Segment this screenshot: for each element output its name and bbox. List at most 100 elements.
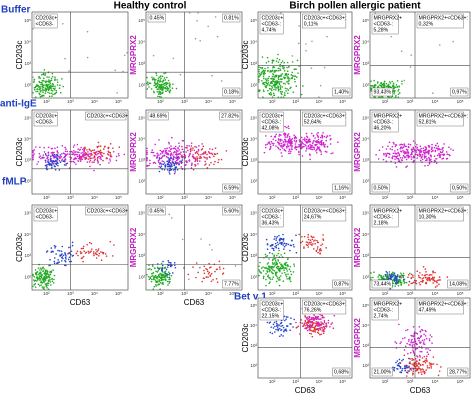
event-dot (385, 82, 388, 85)
event-dot (265, 84, 268, 87)
event-dot (171, 87, 174, 90)
event-dot (370, 279, 372, 281)
event-dot (269, 84, 271, 87)
event-dot (274, 235, 276, 238)
event-dot (312, 322, 315, 324)
quadrant-label: MRGPRX2+<CD63+: (419, 208, 468, 214)
quadrant-label: 46,20% (374, 125, 392, 131)
event-dot (406, 328, 409, 331)
y-tick-label: 10² (250, 82, 257, 87)
event-dot (203, 269, 205, 272)
event-dot (209, 152, 211, 155)
event-dot (405, 166, 407, 168)
event-dot (310, 325, 313, 328)
y-tick-label: 10³ (362, 253, 369, 258)
event-dot (174, 145, 177, 148)
event-dot (37, 161, 40, 163)
event-dot (76, 151, 79, 153)
event-dot (422, 147, 425, 150)
quadrant-box (371, 299, 399, 321)
event-dot (278, 277, 281, 279)
event-dot (271, 262, 274, 264)
event-dot (399, 156, 402, 159)
event-dot (64, 164, 67, 166)
x-tick-label: 10³ (407, 291, 414, 296)
event-dot (276, 57, 279, 60)
event-dot (405, 329, 407, 332)
event-dot (323, 319, 326, 322)
event-dot (388, 156, 390, 159)
quadrant-box (147, 111, 169, 121)
event-dot (190, 145, 193, 147)
quadrant-box (259, 299, 284, 321)
event-dot (275, 133, 277, 136)
event-dot (73, 161, 76, 164)
y-tick-label: 10⁵ (250, 211, 257, 216)
event-dot (175, 163, 178, 165)
event-dot (435, 280, 438, 283)
plot-panel: CD203c+<CD63-:36,43%CD203c+<CD63+:24,67%… (241, 204, 353, 296)
event-dot (383, 154, 385, 156)
event-dot (423, 333, 425, 336)
quadrant-box (416, 299, 464, 315)
event-dot (316, 152, 318, 154)
event-dot (281, 65, 284, 68)
x-tick-label: 10³ (67, 99, 74, 104)
event-dot (439, 279, 441, 281)
event-dot (81, 252, 83, 254)
event-dot (289, 270, 292, 273)
event-dot (34, 269, 37, 271)
event-dot (272, 80, 274, 83)
event-dot (76, 250, 79, 253)
event-dot (57, 259, 59, 261)
event-dot (273, 238, 275, 240)
event-dot (170, 168, 173, 171)
x-axis-label: CD63 (70, 298, 91, 307)
event-dot (314, 315, 317, 318)
event-dot (400, 274, 403, 276)
event-dot (275, 272, 277, 274)
event-dot (53, 153, 56, 156)
event-dot (442, 149, 444, 152)
event-dot (309, 158, 311, 161)
quadrant-box (85, 111, 127, 121)
event-dot (49, 82, 52, 85)
event-dot (160, 165, 163, 167)
event-dot (64, 146, 67, 149)
event-dot (40, 73, 43, 76)
event-dot (272, 247, 275, 250)
event-dot (196, 152, 199, 155)
event-dot (426, 355, 428, 358)
x-tick-label: 10² (43, 291, 50, 296)
event-dot (437, 374, 440, 377)
event-dot (289, 265, 292, 268)
event-dot (317, 131, 319, 134)
event-dot (163, 267, 166, 269)
y-axis-label: CD203c (15, 41, 24, 70)
event-dot (319, 333, 321, 336)
event-dot (279, 67, 281, 70)
event-dot (157, 77, 160, 80)
event-dot (47, 288, 50, 290)
y-tick-label: 10² (362, 179, 369, 184)
quadrant-box (147, 206, 166, 216)
event-dot (273, 270, 276, 272)
event-dot (70, 160, 73, 163)
event-dot (317, 147, 320, 150)
event-dot (300, 147, 303, 149)
event-dot (50, 160, 53, 162)
quadrant-box (222, 206, 241, 216)
event-dot (293, 245, 295, 248)
event-dot (45, 284, 48, 286)
event-dot (432, 270, 434, 272)
y-tick-label: 10² (250, 274, 257, 279)
event-dot (156, 271, 159, 273)
event-dot (398, 358, 401, 361)
quadrant-label: 0.45% (150, 15, 165, 21)
quadrant-box (33, 111, 58, 127)
event-dot (285, 244, 287, 247)
event-dot (399, 144, 401, 146)
event-dot (280, 61, 283, 64)
y-tick-label: 10⁵ (250, 303, 257, 308)
event-dot (166, 266, 169, 268)
